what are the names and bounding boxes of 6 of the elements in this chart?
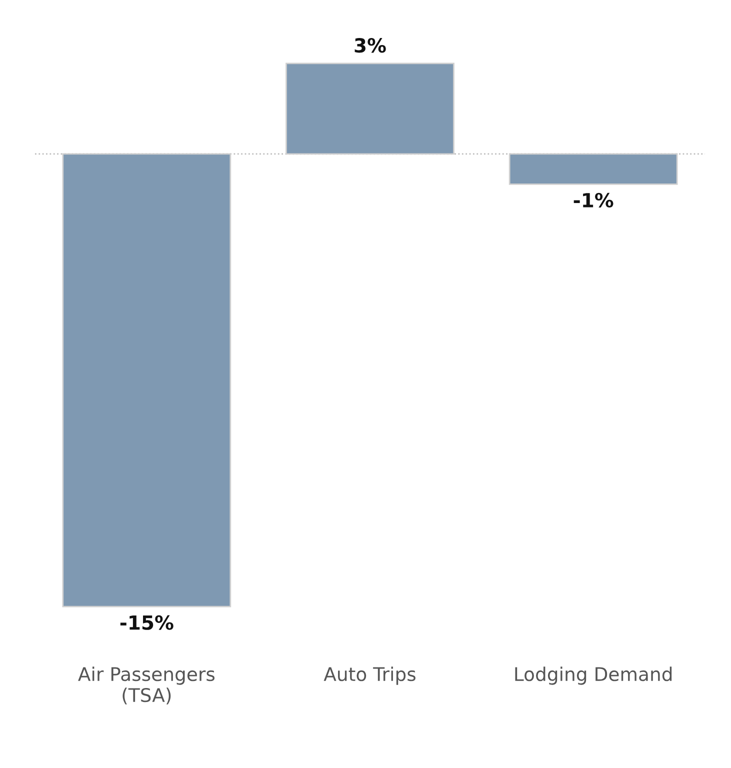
data-label: 3%: [354, 38, 386, 53]
data-label: -15%: [120, 615, 174, 630]
x-tick-label: Air Passengers (TSA): [78, 666, 215, 704]
x-tick-label: Lodging Demand: [515, 666, 672, 685]
data-label: -1%: [574, 192, 614, 208]
x-tick-label: Auto Trips: [324, 666, 416, 685]
